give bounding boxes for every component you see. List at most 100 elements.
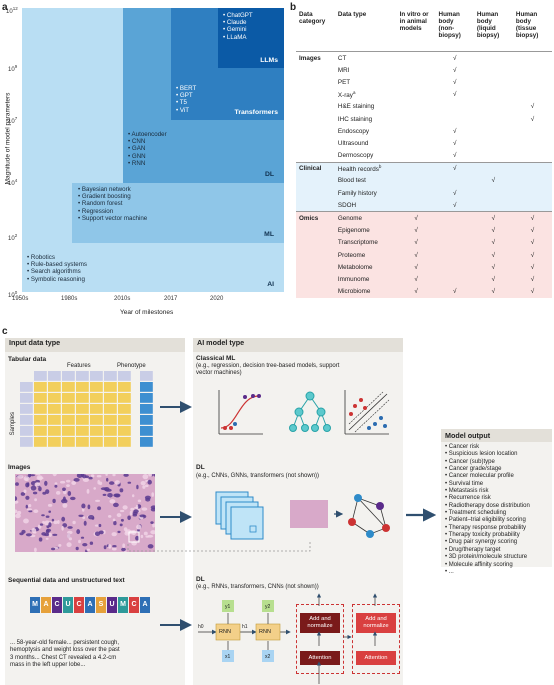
x-axis-label: Year of milestones [120, 309, 174, 316]
check-cell [513, 89, 552, 101]
check-cell [436, 249, 474, 261]
samples-label: Samples [10, 411, 17, 436]
type-cell: H&E staining [337, 103, 375, 111]
type-cell: Epigenome [337, 227, 370, 235]
category-cell: Omics [299, 215, 319, 223]
type-cell: IHC staining [337, 115, 373, 123]
check-cell: √ [452, 201, 457, 209]
check-cell: √ [530, 215, 535, 223]
arrows-in [160, 401, 192, 631]
output-item: • Molecule affinity scoring [445, 561, 513, 568]
classical-icons [218, 390, 390, 435]
panel-a-letter: a [2, 2, 8, 13]
col-header: Human body (tissue biopsy) [512, 10, 552, 52]
type-cell: Endoscopy [337, 127, 370, 135]
table-row: H&E staining √ [296, 100, 552, 113]
table-row: Proteome √ √ √ [296, 249, 552, 262]
box-tag-llms: LLMs [260, 57, 278, 64]
check-cell: √ [452, 127, 457, 135]
check-cell [397, 52, 436, 65]
check-cell: √ [452, 165, 457, 173]
type-cell: Transcriptome [337, 239, 378, 247]
attention-box: Attention [356, 651, 396, 665]
check-cell [397, 162, 436, 175]
check-cell: √ [491, 215, 496, 223]
output-item: • Survival time [445, 480, 484, 487]
dna-base: M [118, 597, 128, 613]
check-cell: √ [452, 78, 457, 86]
check-cell [513, 199, 552, 212]
x1-label: x1 [225, 654, 231, 660]
panel-c-letter: c [2, 326, 8, 337]
x-tick: 1950s [12, 296, 29, 302]
check-cell: √ [414, 275, 418, 283]
category-cell [296, 125, 335, 137]
seq-title: Sequential data and unstructured text [8, 577, 125, 584]
check-cell: √ [530, 115, 535, 123]
check-cell [436, 101, 474, 113]
check-cell [513, 64, 552, 76]
table-row: Epigenome √ √ √ [296, 224, 552, 237]
check-cell [513, 52, 552, 65]
type-cell: Microbiome [337, 288, 371, 296]
category-cell [296, 249, 335, 261]
category-cell [296, 150, 335, 163]
check-cell: √ [414, 227, 418, 235]
y1-label: y1 [225, 604, 231, 610]
type-cell: CT [337, 54, 347, 62]
box-llms: • ChatGPT • Claude • Gemini • LLaMA LLMs [218, 8, 284, 68]
check-cell: √ [530, 103, 535, 111]
output-item: • ... [445, 568, 454, 575]
y-tick: 1012 [6, 6, 18, 15]
check-cell [474, 64, 513, 76]
llm-item: • ChatGPT [223, 12, 253, 19]
type-cell: X-raya [337, 90, 356, 100]
check-cell: √ [491, 177, 496, 185]
dna-base: A [41, 597, 51, 613]
dl-item: • CNN [128, 138, 146, 146]
type-cell: Blood test [337, 177, 366, 185]
check-cell [397, 101, 436, 113]
col-header: Data type [334, 10, 397, 52]
output-item: • Treatment scheduling [445, 510, 507, 517]
normalize-label: normalize [307, 623, 333, 629]
category-cell [296, 261, 335, 273]
col-header: Data category [296, 10, 335, 52]
zoom-connector [127, 542, 311, 552]
check-cell [436, 273, 474, 285]
histology-image [15, 474, 155, 552]
type-cell: Dermoscopy [337, 152, 374, 160]
check-cell [397, 150, 436, 163]
output-item: • Radiotherapy dose distribution [445, 502, 530, 509]
logistic-icon [218, 390, 263, 435]
output-item: • Drug pair synergy scoring [445, 539, 518, 546]
check-cell [513, 162, 552, 175]
output-item: • Cancer risk [445, 444, 480, 450]
type-cell: Metabolome [337, 263, 373, 271]
output-item: • Suspicious lesion location [445, 451, 518, 458]
output-title: Model output [441, 429, 552, 442]
check-cell: √ [414, 263, 418, 271]
check-cell: √ [414, 288, 418, 296]
category-cell [296, 76, 335, 88]
check-cell [513, 125, 552, 137]
check-cell [397, 76, 436, 88]
dna-base: C [129, 597, 139, 613]
check-cell: √ [491, 288, 496, 296]
check-cell [474, 113, 513, 125]
dl1-title: DL [196, 464, 205, 471]
category-cell [296, 113, 335, 125]
table-row: PET √ [296, 76, 552, 89]
col-header: In vitro or in animal models [396, 10, 436, 52]
output-item: • Cancer grade/stage [445, 466, 502, 473]
dna-base: U [63, 597, 73, 613]
normalize-label: normalize [363, 623, 389, 629]
output-item: • Metastasis risk [445, 488, 489, 495]
output-item: • Therapy toxicity probability [445, 532, 520, 539]
dna-base: U [107, 597, 117, 613]
add-label: Add and [365, 616, 387, 622]
table-row: Clinical Health recordsb √ [296, 162, 552, 175]
dna-base: A [85, 597, 95, 613]
category-cell: Images [299, 54, 321, 62]
input-header: Input data type [5, 338, 185, 352]
